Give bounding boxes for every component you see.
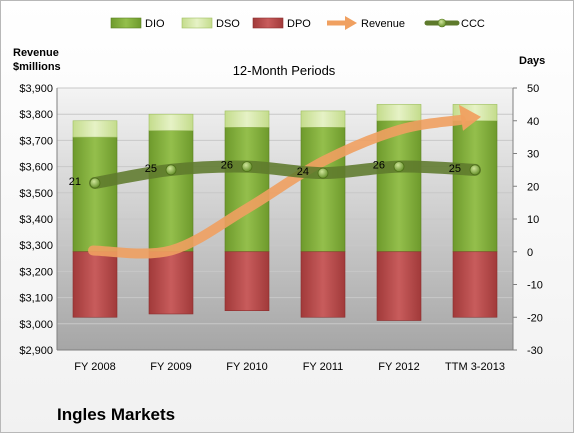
left-axis-title-line2: $millions	[13, 61, 61, 73]
right-tick-label: -10	[527, 280, 543, 292]
right-tick-label: -20	[527, 312, 543, 324]
ccc-data-label: 24	[297, 166, 309, 178]
dso-bar	[148, 113, 194, 131]
dio-bar	[452, 120, 498, 253]
ccc-data-label: 26	[373, 160, 385, 172]
ccc-data-label: 21	[69, 176, 81, 188]
company-name: Ingles Markets	[57, 405, 176, 424]
revenue-arrowhead	[459, 104, 481, 131]
dpo-bar	[224, 251, 270, 312]
ccc-point	[241, 161, 253, 173]
left-tick-label: $3,200	[19, 266, 53, 278]
series-lines: 21 25 26 24 26 25	[69, 104, 481, 259]
dpo-bar	[376, 251, 422, 321]
category-label: FY 2009	[150, 361, 191, 373]
right-tick-label: 30	[527, 149, 539, 161]
right-tick-label: 10	[527, 214, 539, 226]
right-tick-label: 20	[527, 181, 539, 193]
dio-bar	[300, 127, 346, 253]
ccc-legend-dot	[437, 18, 447, 28]
dpo-legend-swatch	[252, 17, 284, 29]
dso-legend-swatch	[181, 17, 213, 29]
left-tick-label: $3,800	[19, 109, 53, 121]
dso-bar	[300, 110, 346, 128]
category-label: FY 2012	[378, 361, 419, 373]
category-label: FY 2008	[74, 361, 115, 373]
ccc-data-label: 26	[221, 160, 233, 172]
ccc-point	[317, 167, 329, 179]
dso-bar	[72, 120, 118, 138]
right-tick-label: -30	[527, 345, 543, 357]
ccc-data-label: 25	[449, 163, 461, 175]
left-tick-label: $3,400	[19, 214, 53, 226]
dpo-bar	[300, 251, 346, 318]
dpo-bar	[452, 251, 498, 318]
right-tick-label: 50	[527, 83, 539, 95]
ccc-point	[469, 164, 481, 176]
right-axis-title: Days	[519, 55, 545, 67]
ccc-point	[393, 161, 405, 173]
dio-legend-swatch	[110, 17, 142, 29]
revenue-legend-arrowhead	[345, 16, 357, 30]
dio-legend-label: DIO	[145, 18, 165, 30]
left-tick-label: $3,700	[19, 135, 53, 147]
left-tick-label: $3,500	[19, 188, 53, 200]
bars	[72, 104, 498, 321]
chart-subtitle: 12-Month Periods	[233, 63, 336, 78]
dpo-legend-label: DPO	[287, 18, 311, 30]
left-tick-label: $3,600	[19, 162, 53, 174]
dpo-bar	[72, 251, 118, 318]
dso-bar	[376, 104, 422, 122]
ccc-legend-label: CCC	[461, 18, 485, 30]
category-label: TTM 3-2013	[445, 361, 505, 373]
axes: $2,900 $3,000 $3,100 $3,200 $3,300 $3,400 $3,5…	[19, 83, 543, 373]
dpo-bar	[148, 251, 194, 315]
ccc-line	[89, 160, 481, 189]
dso-legend-label: DSO	[216, 18, 240, 30]
revenue-legend-label: Revenue	[361, 18, 405, 30]
left-axis-title-line1: Revenue	[13, 47, 59, 59]
legend: DIO DSO DPO Revenue CCC	[110, 16, 485, 30]
revenue-line	[88, 114, 466, 259]
right-tick-label: 40	[527, 116, 539, 128]
left-tick-label: $2,900	[19, 345, 53, 357]
ccc-point	[89, 177, 101, 189]
dio-bar	[148, 130, 194, 253]
ccc-point	[165, 164, 177, 176]
left-tick-label: $3,900	[19, 83, 53, 95]
left-tick-label: $3,100	[19, 293, 53, 305]
right-tick-label: 0	[527, 247, 533, 259]
dio-bar	[224, 127, 270, 253]
gridlines	[57, 87, 513, 351]
left-tick-label: $3,300	[19, 240, 53, 252]
ccc-data-label: 25	[145, 163, 157, 175]
dio-bar	[72, 136, 118, 253]
dio-bar	[376, 120, 422, 253]
dso-bar	[224, 110, 270, 128]
category-label: FY 2010	[226, 361, 267, 373]
left-tick-label: $3,000	[19, 319, 53, 331]
category-label: FY 2011	[303, 361, 344, 373]
